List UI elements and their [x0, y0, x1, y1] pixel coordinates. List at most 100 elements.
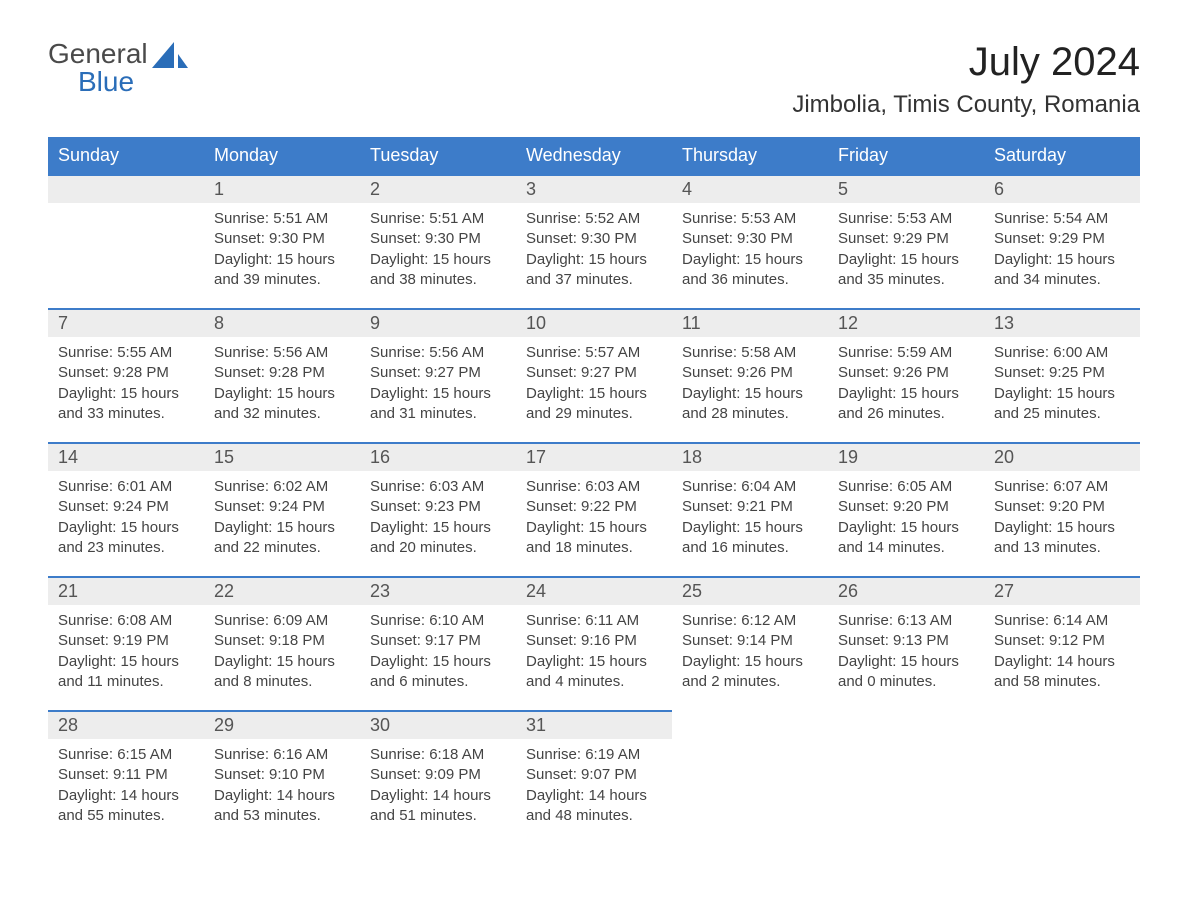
day-sunrise: Sunrise: 6:10 AM [370, 611, 506, 631]
calendar-day-cell: 3Sunrise: 5:52 AMSunset: 9:30 PMDaylight… [516, 174, 672, 308]
calendar-week-row: 14Sunrise: 6:01 AMSunset: 9:24 PMDayligh… [48, 442, 1140, 576]
day-sunset: Sunset: 9:21 PM [682, 497, 818, 517]
day-number: 10 [516, 308, 672, 337]
day-dl2: and 39 minutes. [214, 270, 350, 290]
day-body: Sunrise: 6:05 AMSunset: 9:20 PMDaylight:… [828, 471, 984, 576]
day-dl2: and 35 minutes. [838, 270, 974, 290]
calendar-week-row: 28Sunrise: 6:15 AMSunset: 9:11 PMDayligh… [48, 710, 1140, 844]
day-body: Sunrise: 6:00 AMSunset: 9:25 PMDaylight:… [984, 337, 1140, 442]
day-dl1: Daylight: 15 hours [58, 518, 194, 538]
day-sunrise: Sunrise: 6:04 AM [682, 477, 818, 497]
logo-line2: Blue [48, 68, 148, 96]
calendar-header-cell: Monday [204, 137, 360, 174]
day-sunrise: Sunrise: 5:57 AM [526, 343, 662, 363]
day-sunset: Sunset: 9:28 PM [214, 363, 350, 383]
header-section: General Blue July 2024 Jimbolia, Timis C… [48, 40, 1140, 119]
calendar-header-cell: Tuesday [360, 137, 516, 174]
day-sunset: Sunset: 9:13 PM [838, 631, 974, 651]
day-sunrise: Sunrise: 6:18 AM [370, 745, 506, 765]
day-dl2: and 53 minutes. [214, 806, 350, 826]
calendar-day-cell: 27Sunrise: 6:14 AMSunset: 9:12 PMDayligh… [984, 576, 1140, 710]
day-body: Sunrise: 5:53 AMSunset: 9:29 PMDaylight:… [828, 203, 984, 308]
calendar-day-cell: 30Sunrise: 6:18 AMSunset: 9:09 PMDayligh… [360, 710, 516, 844]
day-dl2: and 29 minutes. [526, 404, 662, 424]
day-number: 3 [516, 174, 672, 203]
day-body: Sunrise: 6:13 AMSunset: 9:13 PMDaylight:… [828, 605, 984, 710]
day-sunset: Sunset: 9:24 PM [214, 497, 350, 517]
day-number: 4 [672, 174, 828, 203]
day-sunrise: Sunrise: 6:12 AM [682, 611, 818, 631]
calendar-day-cell: 15Sunrise: 6:02 AMSunset: 9:24 PMDayligh… [204, 442, 360, 576]
day-body: Sunrise: 5:53 AMSunset: 9:30 PMDaylight:… [672, 203, 828, 308]
day-body: Sunrise: 6:03 AMSunset: 9:22 PMDaylight:… [516, 471, 672, 576]
day-sunrise: Sunrise: 6:03 AM [370, 477, 506, 497]
day-sunset: Sunset: 9:18 PM [214, 631, 350, 651]
day-dl1: Daylight: 15 hours [214, 250, 350, 270]
day-body [672, 737, 828, 761]
day-dl1: Daylight: 15 hours [214, 652, 350, 672]
day-dl1: Daylight: 14 hours [526, 786, 662, 806]
day-number: 12 [828, 308, 984, 337]
calendar-day-cell: 1Sunrise: 5:51 AMSunset: 9:30 PMDaylight… [204, 174, 360, 308]
day-dl2: and 0 minutes. [838, 672, 974, 692]
day-number: 21 [48, 576, 204, 605]
calendar-day-cell: 12Sunrise: 5:59 AMSunset: 9:26 PMDayligh… [828, 308, 984, 442]
day-dl2: and 31 minutes. [370, 404, 506, 424]
day-sunset: Sunset: 9:30 PM [682, 229, 818, 249]
day-sunset: Sunset: 9:11 PM [58, 765, 194, 785]
day-sunset: Sunset: 9:24 PM [58, 497, 194, 517]
day-sunset: Sunset: 9:23 PM [370, 497, 506, 517]
day-number: 22 [204, 576, 360, 605]
day-body: Sunrise: 6:16 AMSunset: 9:10 PMDaylight:… [204, 739, 360, 844]
day-body: Sunrise: 6:14 AMSunset: 9:12 PMDaylight:… [984, 605, 1140, 710]
calendar-day-cell: 26Sunrise: 6:13 AMSunset: 9:13 PMDayligh… [828, 576, 984, 710]
day-dl1: Daylight: 15 hours [682, 384, 818, 404]
day-dl1: Daylight: 15 hours [682, 250, 818, 270]
day-sunrise: Sunrise: 5:51 AM [214, 209, 350, 229]
day-sunset: Sunset: 9:28 PM [58, 363, 194, 383]
day-dl2: and 37 minutes. [526, 270, 662, 290]
day-dl1: Daylight: 14 hours [994, 652, 1130, 672]
day-dl2: and 20 minutes. [370, 538, 506, 558]
calendar-day-cell: 16Sunrise: 6:03 AMSunset: 9:23 PMDayligh… [360, 442, 516, 576]
day-sunset: Sunset: 9:12 PM [994, 631, 1130, 651]
day-number: 8 [204, 308, 360, 337]
day-sunrise: Sunrise: 6:19 AM [526, 745, 662, 765]
calendar-header-cell: Thursday [672, 137, 828, 174]
day-body: Sunrise: 5:56 AMSunset: 9:28 PMDaylight:… [204, 337, 360, 442]
day-dl2: and 28 minutes. [682, 404, 818, 424]
day-dl1: Daylight: 15 hours [370, 250, 506, 270]
day-dl1: Daylight: 15 hours [838, 250, 974, 270]
day-number [828, 710, 984, 737]
day-body: Sunrise: 6:03 AMSunset: 9:23 PMDaylight:… [360, 471, 516, 576]
calendar-day-cell: 17Sunrise: 6:03 AMSunset: 9:22 PMDayligh… [516, 442, 672, 576]
calendar-day-cell: 19Sunrise: 6:05 AMSunset: 9:20 PMDayligh… [828, 442, 984, 576]
calendar-day-cell: 23Sunrise: 6:10 AMSunset: 9:17 PMDayligh… [360, 576, 516, 710]
day-number [984, 710, 1140, 737]
day-dl2: and 16 minutes. [682, 538, 818, 558]
calendar-day-cell: 8Sunrise: 5:56 AMSunset: 9:28 PMDaylight… [204, 308, 360, 442]
day-dl2: and 51 minutes. [370, 806, 506, 826]
calendar-day-cell: 25Sunrise: 6:12 AMSunset: 9:14 PMDayligh… [672, 576, 828, 710]
day-sunrise: Sunrise: 6:02 AM [214, 477, 350, 497]
day-number: 30 [360, 710, 516, 739]
calendar-day-cell: 13Sunrise: 6:00 AMSunset: 9:25 PMDayligh… [984, 308, 1140, 442]
day-dl1: Daylight: 14 hours [370, 786, 506, 806]
day-body: Sunrise: 6:01 AMSunset: 9:24 PMDaylight:… [48, 471, 204, 576]
day-number: 26 [828, 576, 984, 605]
day-number: 14 [48, 442, 204, 471]
day-sunrise: Sunrise: 6:09 AM [214, 611, 350, 631]
day-body: Sunrise: 5:51 AMSunset: 9:30 PMDaylight:… [204, 203, 360, 308]
day-dl1: Daylight: 15 hours [370, 652, 506, 672]
day-dl2: and 11 minutes. [58, 672, 194, 692]
day-dl2: and 14 minutes. [838, 538, 974, 558]
day-number [672, 710, 828, 737]
day-number: 29 [204, 710, 360, 739]
location-text: Jimbolia, Timis County, Romania [792, 91, 1140, 119]
day-dl1: Daylight: 15 hours [214, 384, 350, 404]
day-sunrise: Sunrise: 6:01 AM [58, 477, 194, 497]
day-dl1: Daylight: 15 hours [994, 250, 1130, 270]
day-dl1: Daylight: 14 hours [58, 786, 194, 806]
day-body: Sunrise: 6:09 AMSunset: 9:18 PMDaylight:… [204, 605, 360, 710]
day-number: 24 [516, 576, 672, 605]
